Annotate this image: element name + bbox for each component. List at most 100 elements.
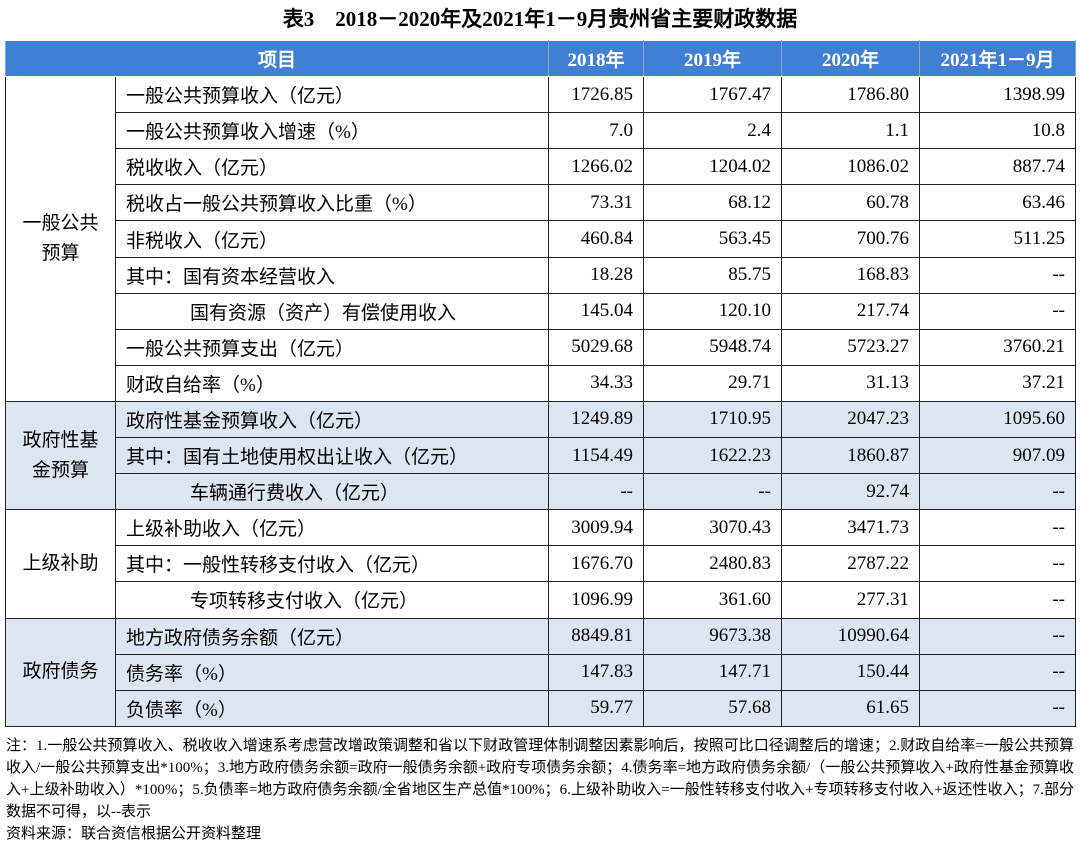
table-row: 一般公共预算 一般公共预算收入（亿元） 1726.85 1767.47 1786.80 1… xyxy=(5,76,1077,402)
value-cell: 8849.81 xyxy=(548,617,645,655)
value-cell: 2.4 xyxy=(643,112,783,150)
table-row: 债务率（%） 147.83 147.71 150.44 -- xyxy=(6,653,1077,691)
item-cell: 其中：一般性转移支付收入（亿元） xyxy=(114,545,550,583)
value-cell: -- xyxy=(919,689,1077,727)
value-cell: 1095.60 xyxy=(919,400,1077,439)
value-cell: -- xyxy=(919,581,1077,619)
table-row: 财政自给率（%） 34.33 29.71 31.13 37.21 xyxy=(6,364,1077,402)
header-cell: 项目 xyxy=(4,39,550,78)
value-cell: 5948.74 xyxy=(643,328,783,366)
item-cell: 税收占一般公共预算收入比重（%） xyxy=(114,184,550,222)
value-cell: -- xyxy=(919,292,1077,330)
item-cell: 专项转移支付收入（亿元） xyxy=(114,581,550,619)
value-cell: 1204.02 xyxy=(643,148,783,186)
value-cell: 1154.49 xyxy=(548,437,645,475)
value-cell: 145.04 xyxy=(548,292,645,330)
value-cell: 60.78 xyxy=(781,184,921,222)
value-cell: 7.0 xyxy=(548,112,645,150)
item-cell: 一般公共预算收入（亿元） xyxy=(114,76,550,114)
table-row: 非税收入（亿元） 460.84 563.45 700.76 511.25 xyxy=(6,220,1077,258)
notes: 注：1.一般公共预算收入、税收收入增速系考虑营改增政策调整和省以下财政管理体制调… xyxy=(6,737,1074,820)
value-cell: -- xyxy=(919,617,1077,655)
value-cell: 34.33 xyxy=(548,364,645,402)
value-cell: 120.10 xyxy=(643,292,783,330)
value-cell: 3471.73 xyxy=(781,509,921,547)
item-cell: 一般公共预算收入增速（%） xyxy=(114,112,550,150)
value-cell: 1249.89 xyxy=(548,400,645,439)
value-cell: 361.60 xyxy=(643,581,783,619)
value-cell: 73.31 xyxy=(548,184,645,222)
value-cell: 1086.02 xyxy=(781,148,921,186)
table-row: 其中：国有资本经营收入 18.28 85.75 168.83 -- xyxy=(6,256,1077,294)
value-cell: 563.45 xyxy=(643,220,783,258)
value-cell: 61.65 xyxy=(781,689,921,727)
item-cell: 政府性基金预算收入（亿元） xyxy=(114,400,550,439)
value-cell: 887.74 xyxy=(919,148,1077,186)
value-cell: -- xyxy=(919,653,1077,691)
header-cell: 2020年 xyxy=(781,39,921,78)
value-cell: 37.21 xyxy=(919,364,1077,402)
value-cell: 3009.94 xyxy=(548,509,645,547)
value-cell: 10.8 xyxy=(919,112,1077,150)
table-row: 其中：一般性转移支付收入（亿元） 1676.70 2480.83 2787.22 -- xyxy=(6,545,1077,583)
value-cell: 168.83 xyxy=(781,256,921,294)
table-row: 政府性基金预算 政府性基金预算收入（亿元） 1249.89 1710.95 2047.2… xyxy=(5,400,1077,511)
value-cell: 1726.85 xyxy=(548,76,645,114)
table-row: 国有资源（资产）有偿使用收入 145.04 120.10 217.74 -- xyxy=(6,292,1077,330)
item-cell: 税收收入（亿元） xyxy=(114,148,550,186)
value-cell: 18.28 xyxy=(548,256,645,294)
item-cell: 地方政府债务余额（亿元） xyxy=(114,617,550,655)
header-cell: 2018年 xyxy=(548,39,645,78)
value-cell: 1676.70 xyxy=(548,545,645,583)
value-cell: 3760.21 xyxy=(919,328,1077,366)
value-cell: 57.68 xyxy=(643,689,783,727)
value-cell: 31.13 xyxy=(781,364,921,402)
value-cell: 700.76 xyxy=(781,220,921,258)
value-cell: 1.1 xyxy=(781,112,921,150)
value-cell: 150.44 xyxy=(781,653,921,691)
group-label: 一般公共预算 xyxy=(5,76,116,402)
value-cell: -- xyxy=(919,509,1077,547)
value-cell: 460.84 xyxy=(548,220,645,258)
item-cell: 一般公共预算支出（亿元） xyxy=(114,328,550,366)
group-label: 政府债务 xyxy=(5,617,116,727)
value-cell: 2787.22 xyxy=(781,545,921,583)
value-cell: 1622.23 xyxy=(643,437,783,475)
table-row: 其中：国有土地使用权出让收入（亿元） 1154.49 1622.23 1860.87 9… xyxy=(6,437,1077,475)
value-cell: 217.74 xyxy=(781,292,921,330)
value-cell: 1096.99 xyxy=(548,581,645,619)
value-cell: 59.77 xyxy=(548,689,645,727)
value-cell: 1860.87 xyxy=(781,437,921,475)
table-row: 专项转移支付收入（亿元） 1096.99 361.60 277.31 -- xyxy=(6,581,1077,619)
header-row: 项目 2018年 2019年 2020年 2021年1－9月 xyxy=(4,39,1077,78)
value-cell: 1398.99 xyxy=(919,76,1077,114)
table-row: 政府债务 地方政府债务余额（亿元） 8849.81 9673.38 10990.64 -- xyxy=(5,617,1077,727)
item-cell: 国有资源（资产）有偿使用收入 xyxy=(114,292,550,330)
value-cell: 147.83 xyxy=(548,653,645,691)
value-cell: -- xyxy=(643,473,783,511)
value-cell: 85.75 xyxy=(643,256,783,294)
value-cell: 511.25 xyxy=(919,220,1077,258)
source: 资料来源：联合资信根据公开资料整理 xyxy=(6,825,262,842)
table-row: 负债率（%） 59.77 57.68 61.65 -- xyxy=(6,689,1077,727)
item-cell: 财政自给率（%） xyxy=(114,364,550,402)
value-cell: 5723.27 xyxy=(781,328,921,366)
item-cell: 上级补助收入（亿元） xyxy=(114,509,550,547)
header-cell: 2021年1－9月 xyxy=(919,39,1077,78)
value-cell: 10990.64 xyxy=(781,617,921,655)
table-row: 一般公共预算收入增速（%） 7.0 2.4 1.1 10.8 xyxy=(6,112,1077,150)
data-table: 项目 2018年 2019年 2020年 2021年1－9月 一般公共预算 一般公共预算收… xyxy=(4,39,1077,727)
value-cell: -- xyxy=(919,545,1077,583)
value-cell: 1767.47 xyxy=(643,76,783,114)
value-cell: 3070.43 xyxy=(643,509,783,547)
group-label: 政府性基金预算 xyxy=(5,400,116,511)
table-row: 一般公共预算支出（亿元） 5029.68 5948.74 5723.27 3760.21 xyxy=(6,328,1077,366)
value-cell: 1266.02 xyxy=(548,148,645,186)
item-cell: 其中：国有资本经营收入 xyxy=(114,256,550,294)
value-cell: 907.09 xyxy=(919,437,1077,475)
item-cell: 负债率（%） xyxy=(114,689,550,727)
table-row: 税收占一般公共预算收入比重（%） 73.31 68.12 60.78 63.46 xyxy=(6,184,1077,222)
value-cell: 2480.83 xyxy=(643,545,783,583)
value-cell: 277.31 xyxy=(781,581,921,619)
